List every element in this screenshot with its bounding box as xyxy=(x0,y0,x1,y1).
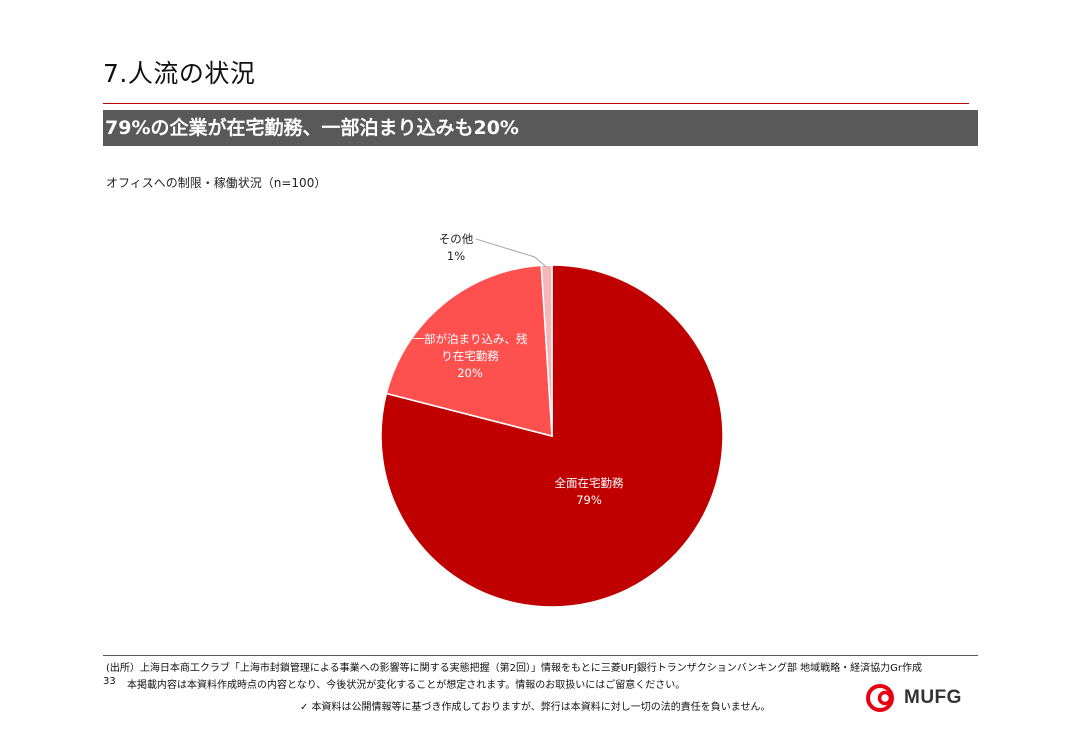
headline-bar: 79%の企業が在宅勤務、一部泊まり込みも20% xyxy=(103,110,978,146)
title-divider xyxy=(103,103,969,104)
headline-text: 79%の企業が在宅勤務、一部泊まり込みも20% xyxy=(105,117,519,139)
legal-note: ✓ 本資料は公開情報等に基づき作成しておりますが、弊行は本資料に対し一切の法的責… xyxy=(300,702,771,713)
slice-value-label: 20% xyxy=(457,366,483,380)
page-title: 7.人流の状況 xyxy=(103,59,256,88)
chart-subtitle: オフィスへの制限・稼働状況（n=100） xyxy=(106,176,327,190)
disclaimer-note: 本掲載内容は本資料作成時点の内容となり、今後状況が変化することが想定されます。情… xyxy=(127,680,686,691)
slice-category-label: その他 xyxy=(439,232,474,246)
slice-category-label: 全面在宅勤務 xyxy=(555,476,624,490)
slice-value-label: 1% xyxy=(447,249,465,263)
slice-value-label: 79% xyxy=(576,493,602,507)
pie-slice xyxy=(380,264,724,608)
footer-divider xyxy=(103,655,978,656)
logo-text: MUFG xyxy=(904,687,962,708)
slice-category-label: 一部が泊まり込み、残 xyxy=(413,332,528,346)
pie-slice xyxy=(540,264,553,437)
slice-category-label: り在宅勤務 xyxy=(441,349,499,363)
mufg-logo: MUFG xyxy=(866,684,962,712)
slice-leader-line xyxy=(475,238,548,268)
mufg-logo-icon xyxy=(866,684,894,712)
source-note: (出所）上海日本商工クラブ「上海市封鎖管理による事業への影響等に関する実態把握（… xyxy=(106,663,923,674)
page-number: 33 xyxy=(103,676,116,687)
pie-chart: 全面在宅勤務 79% 一部が泊まり込み、残 り在宅勤務 20% その他 1% xyxy=(360,225,750,625)
pie-slice xyxy=(385,264,553,437)
